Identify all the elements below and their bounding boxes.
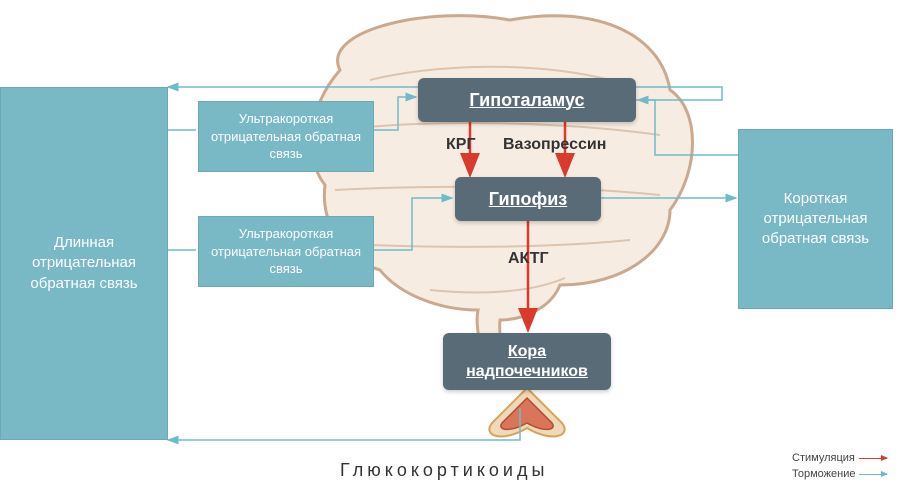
ultrashort-feedback-box-2: Ультракороткая отрицательная обратная св… xyxy=(198,216,374,287)
long-loop-label: Длинная отрицательная обратная связь xyxy=(9,233,159,294)
ultra1-label: Ультракороткая отрицательная обратная св… xyxy=(207,110,365,163)
ultrashort-feedback-box-1: Ультракороткая отрицательная обратная св… xyxy=(198,101,374,172)
adrenal-label: Кора надпочечников xyxy=(457,342,597,380)
acth-label: АКТГ xyxy=(508,250,549,268)
legend-inhibition: Торможение xyxy=(792,468,887,480)
glucocorticoids-label: Глюкокортикоиды xyxy=(340,460,548,481)
legend-stim-arrow-icon xyxy=(859,458,887,459)
hypothalamus-node: Гипоталамус xyxy=(418,78,636,122)
short-negative-feedback-box: Короткая отрицательная обратная связь xyxy=(738,129,893,309)
pituitary-label: Гипофиз xyxy=(489,189,567,210)
pituitary-node: Гипофиз xyxy=(455,177,601,221)
long-negative-feedback-box: Длинная отрицательная обратная связь xyxy=(0,87,168,440)
hypothalamus-label: Гипоталамус xyxy=(469,90,584,111)
legend-stimulation: Стимуляция xyxy=(792,452,887,464)
vasopressin-label: Вазопрессин xyxy=(503,136,606,154)
legend-inhib-arrow-icon xyxy=(859,474,887,475)
crh-label: КРГ xyxy=(446,136,476,154)
diagram-canvas: Длинная отрицательная обратная связь Уль… xyxy=(0,0,900,502)
ultra2-label: Ультракороткая отрицательная обратная св… xyxy=(207,225,365,278)
legend-stim-text: Стимуляция xyxy=(792,452,855,464)
adrenal-cortex-node: Кора надпочечников xyxy=(443,333,611,390)
short-loop-label: Короткая отрицательная обратная связь xyxy=(747,189,884,250)
legend-inhib-text: Торможение xyxy=(792,468,855,480)
